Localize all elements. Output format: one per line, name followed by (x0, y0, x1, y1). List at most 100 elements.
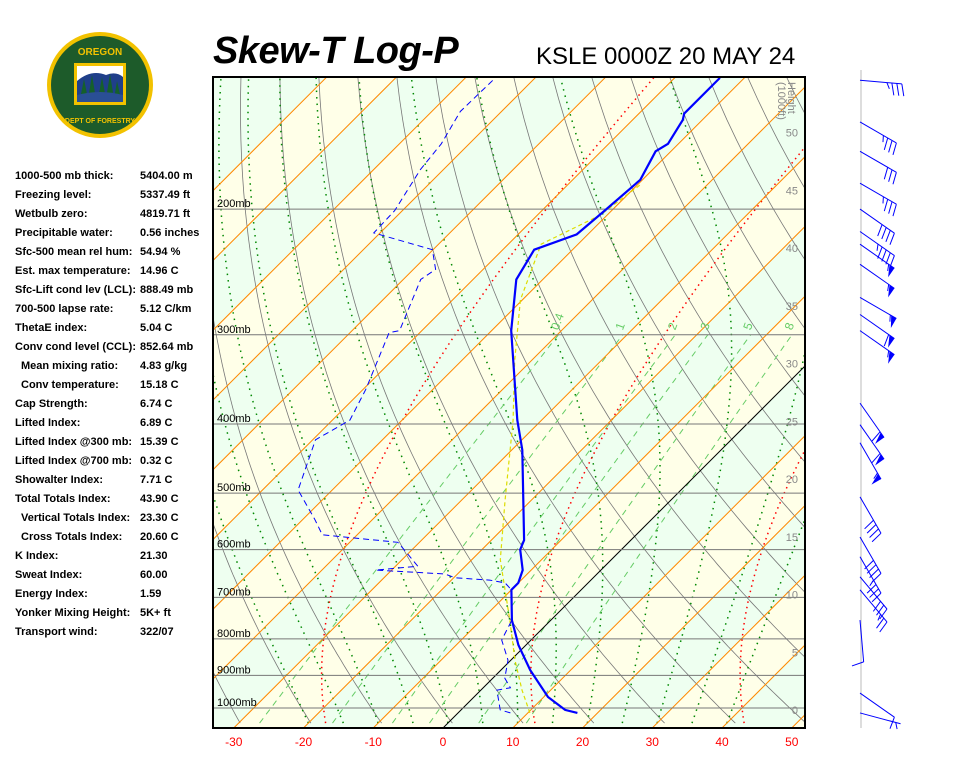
pressure-label: 900mb (217, 664, 251, 676)
plot-area (213, 0, 960, 728)
stat-value: 60.00 (140, 569, 168, 581)
wind-barb-full (872, 601, 881, 612)
stat-row: Sfc-Lift cond lev (LCL): 888.49 mb (15, 283, 199, 302)
moist-adiabat-line (656, 77, 733, 724)
wind-barb (859, 576, 888, 620)
wind-barb-half (886, 82, 890, 90)
dry-adiabat-line (474, 77, 805, 658)
wind-barb-full (901, 83, 905, 97)
wind-barb-full (883, 199, 889, 212)
wind-barb-pennant (871, 473, 881, 485)
stat-label: Freezing level: (15, 189, 92, 201)
stat-value: 43.90 C (140, 493, 179, 505)
stat-value: 20.60 C (140, 531, 179, 543)
moist-adiabat-line (247, 77, 414, 724)
wind-barb (859, 589, 888, 633)
isotherm-line (512, 435, 805, 728)
wind-barb-full (879, 621, 888, 633)
dry-adiabat-line (896, 0, 960, 723)
wind-barb-staff (859, 208, 895, 234)
stat-value: 7.71 C (140, 474, 173, 486)
stat-value: 15.39 C (140, 436, 179, 448)
wind-barb-pennant (888, 284, 895, 298)
isotherm-line (651, 574, 805, 728)
stat-row: Sfc-500 mean rel hum: 54.94 % (15, 245, 199, 264)
dry-adiabat-line (513, 77, 805, 594)
wind-barb-half (876, 244, 879, 251)
moist-adiabat-line (358, 77, 519, 724)
temperature-tick-label: 0 (440, 735, 447, 749)
wind-barb (859, 208, 895, 245)
isotherm-line (213, 86, 805, 680)
wind-barb (859, 496, 882, 543)
stat-row: Cap Strength: 6.74 C (15, 397, 199, 416)
mixing-ratio-label: 2 (665, 320, 681, 331)
stat-label: Cross Totals Index: (21, 531, 123, 543)
mixing-ratio-label: 3 (697, 320, 713, 331)
stat-value: 5.04 C (140, 322, 173, 334)
wind-barb-full (883, 334, 890, 347)
isotherm-line (213, 77, 397, 262)
wind-barb-full (866, 524, 877, 534)
height-tick-label: 50 (786, 128, 798, 140)
stat-row: Transport wind: 322/07 (15, 625, 199, 644)
stat-row: 1000-500 mb thick: 5404.00 m (15, 169, 199, 188)
stat-value: 0.56 inches (140, 227, 200, 239)
isotherm-line (213, 77, 676, 541)
wind-barb-staff (859, 692, 895, 718)
stat-label: 700-500 lapse rate: (15, 303, 114, 315)
temperature-tick-label: -30 (225, 735, 243, 749)
dotted-reference-line (739, 448, 805, 724)
stat-label: Lifted Index @300 mb: (15, 436, 133, 448)
temperature-tick-label: 10 (506, 735, 520, 749)
wind-barb-staff (859, 576, 888, 610)
stat-row: Lifted Index @300 mb: 15.39 C (15, 435, 199, 454)
moist-adiabat-line (559, 77, 661, 724)
stat-label: Energy Index: (15, 588, 88, 600)
stat-row: Lifted Index @700 mb: 0.32 C (15, 454, 199, 473)
wind-barb (859, 297, 897, 329)
wind-barb (859, 314, 895, 348)
stat-value: 14.96 C (140, 265, 179, 277)
isotherm-line (791, 714, 805, 728)
isotherm-band (213, 77, 805, 679)
stat-label: Cap Strength: (15, 398, 88, 410)
wind-barb-half (877, 614, 882, 621)
isotherm-line (862, 77, 960, 728)
stat-row: K Index: 21.30 (15, 549, 199, 568)
isotherm-line (372, 295, 805, 728)
wind-barb-half (873, 472, 878, 479)
sounding-indices-panel: 1000-500 mb thick: 5404.00 m Freezing leve… (15, 169, 199, 644)
wind-barb-full (871, 532, 882, 543)
stat-label: Showalter Index: (15, 474, 104, 486)
dry-adiabat-line (932, 0, 960, 723)
wind-barb-full (892, 204, 897, 217)
wind-barb-full (876, 604, 885, 616)
wind-barb-staff (859, 150, 897, 173)
wind-barb (859, 263, 895, 298)
wind-barb-staff (859, 496, 882, 534)
wind-barb-staff (859, 402, 885, 438)
stat-label: Total Totals Index: (15, 493, 111, 505)
stat-row: Energy Index: 1.59 (15, 587, 199, 606)
stat-label: Sfc-Lift cond lev (LCL): (15, 284, 136, 296)
dry-adiabat-line (552, 77, 805, 529)
stat-row: Est. max temperature: 14.96 C (15, 264, 199, 283)
mixing-ratio-label: 8 (782, 320, 798, 331)
wind-barb (859, 712, 901, 730)
dry-adiabat-line (396, 77, 736, 724)
stat-label: Conv temperature: (21, 379, 119, 391)
wind-barb-staff (859, 620, 865, 662)
mixing-ratio-line (332, 334, 624, 724)
isotherm-line (213, 77, 607, 471)
wind-barb-full (877, 224, 883, 237)
dewpoint-trace (297, 77, 513, 714)
dry-adiabat-line (860, 0, 960, 723)
height-tick-label: 0 (792, 705, 798, 717)
dry-adiabat-line (213, 522, 312, 724)
stat-row: ThetaE index: 5.04 C (15, 321, 199, 340)
dry-adiabat-line (788, 0, 960, 723)
height-tick-label: 15 (786, 532, 798, 544)
wind-barb-full (871, 431, 881, 442)
wind-barb (851, 620, 865, 667)
